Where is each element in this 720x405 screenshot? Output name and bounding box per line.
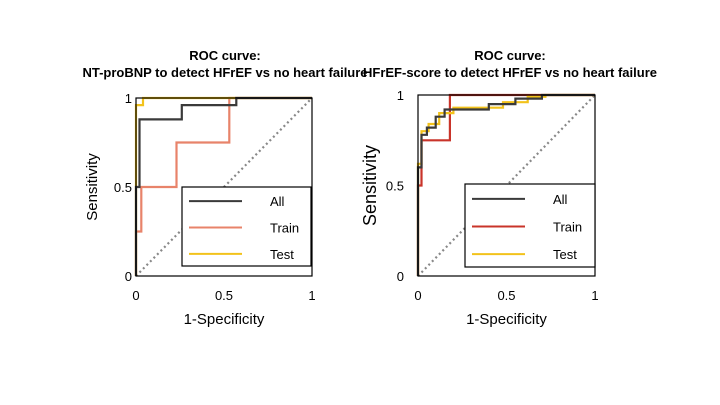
chart-2-title-line-2: HFrEF-score to detect HFrEF vs no heart … xyxy=(362,65,657,80)
chart-1-legend-label-test: Test xyxy=(270,247,294,262)
chart-2-title: ROC curve: HFrEF-score to detect HFrEF v… xyxy=(345,47,675,81)
chart-1-xtick-label: 0.5 xyxy=(215,288,233,303)
chart-1-xtick-label: 1 xyxy=(308,288,315,303)
chart-2-ytick-label: 1 xyxy=(397,88,404,103)
chart-2-title-line-1: ROC curve: xyxy=(474,48,546,63)
chart-1-series-all xyxy=(134,96,312,276)
chart-2-ytick-label: 0.5 xyxy=(386,179,404,194)
chart-1-title: ROC curve: NT-proBNP to detect HFrEF vs … xyxy=(60,47,390,81)
chart-2-xtick-label: 0.5 xyxy=(497,288,515,303)
chart-1-xtick-label: 0 xyxy=(132,288,139,303)
chart-1-legend-label-all: All xyxy=(270,194,285,209)
chart-2-legend-label-test: Test xyxy=(553,247,577,262)
chart-2-xlabel: 1-Specificity xyxy=(466,311,547,328)
chart-1-title-line-2: NT-proBNP to detect HFrEF vs no heart fa… xyxy=(82,65,368,80)
chart-2-legend-label-all: All xyxy=(553,192,568,207)
chart-1-title-line-1: ROC curve: xyxy=(189,48,261,63)
chart-2-ylabel: Sensitivity xyxy=(360,145,380,226)
chart-1-ytick-label: 0 xyxy=(125,269,132,284)
chart-1-legend-label-train: Train xyxy=(270,221,299,236)
chart-1-ytick-label: 1 xyxy=(125,91,132,106)
chart-2-series-all xyxy=(416,93,595,276)
chart-1-series-train xyxy=(134,96,312,276)
chart-1-plot-frame xyxy=(135,97,313,277)
chart-1-xlabel: 1-Specificity xyxy=(184,311,265,328)
chart-2-xtick-label: 1 xyxy=(591,288,598,303)
chart-2-ytick-label: 0 xyxy=(397,269,404,284)
chart-2-xtick-label: 0 xyxy=(414,288,421,303)
chart-2-legend-label-train: Train xyxy=(553,220,582,235)
chart-1-ytick-label: 0.5 xyxy=(114,180,132,195)
chart-1-ylabel: Sensitivity xyxy=(84,153,101,221)
